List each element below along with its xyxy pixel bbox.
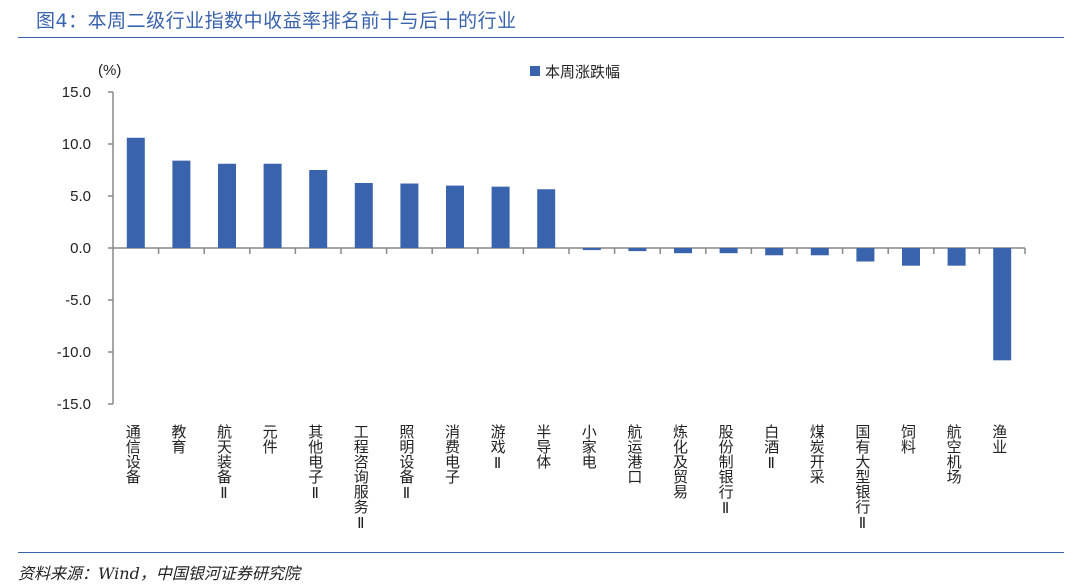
y-tick-label: -15.0: [57, 396, 91, 413]
source-note: 资料来源：Wind，中国银河证券研究院: [18, 564, 300, 583]
category-label: 工程咨询服务Ⅱ: [352, 424, 370, 532]
category-label: 炼化及贸易: [671, 424, 689, 499]
bar-11: [628, 248, 647, 252]
category-label: 航运港口: [625, 424, 643, 484]
bar-7: [446, 185, 464, 248]
legend-label: 本周涨跌幅: [545, 63, 620, 81]
category-label: 其他电子Ⅱ: [306, 424, 324, 502]
category-label: 白酒Ⅱ: [762, 424, 780, 472]
category-label: 饲料: [899, 424, 917, 454]
bar-2: [218, 163, 236, 248]
y-tick-label: 0.0: [70, 240, 91, 257]
bar-15: [810, 248, 829, 256]
category-label: 航天装备Ⅱ: [215, 424, 233, 502]
category-label: 股份制银行Ⅱ: [717, 424, 735, 517]
y-tick-label: -10.0: [57, 344, 91, 361]
bar-10: [582, 248, 601, 251]
category-label: 国有大型银行Ⅱ: [853, 424, 871, 532]
category-label: 教育: [169, 424, 187, 454]
bar-9: [537, 189, 556, 248]
y-tick-label: -5.0: [65, 292, 91, 309]
bar-1: [172, 160, 191, 248]
category-label: 航空机场: [945, 424, 963, 485]
category-label: 游戏Ⅱ: [489, 424, 507, 472]
y-tick-label: 10.0: [62, 136, 91, 153]
category-label: 渔业: [990, 424, 1008, 454]
figure-title: 图4：本周二级行业指数中收益率排名前十与后十的行业: [36, 10, 517, 32]
bar-14: [765, 248, 784, 256]
bar-4: [309, 170, 328, 248]
bar-5: [354, 183, 373, 248]
bar-16: [856, 248, 875, 262]
bar-12: [674, 248, 692, 254]
y-axis-unit: (%): [98, 62, 121, 79]
legend-swatch: [530, 66, 540, 76]
category-label: 半导体: [534, 424, 552, 469]
bar-17: [902, 248, 920, 266]
category-label: 通信设备: [124, 424, 142, 484]
title-divider: [18, 37, 1064, 38]
y-tick-label: 15.0: [62, 84, 91, 101]
category-label: 小家电: [580, 424, 598, 469]
category-label: 消费电子: [443, 424, 461, 484]
category-label: 照明设备Ⅱ: [397, 424, 415, 502]
bar-6: [400, 183, 419, 248]
bar-19: [993, 248, 1012, 361]
bar-18: [947, 248, 966, 266]
category-label: 煤炭开采: [808, 424, 826, 484]
bar-3: [263, 163, 282, 248]
source-divider: [18, 552, 1064, 553]
y-tick-label: 5.0: [70, 188, 91, 205]
category-label: 元件: [261, 424, 279, 454]
bar-0: [126, 137, 145, 248]
bar-13: [719, 248, 738, 254]
bar-8: [491, 186, 510, 248]
